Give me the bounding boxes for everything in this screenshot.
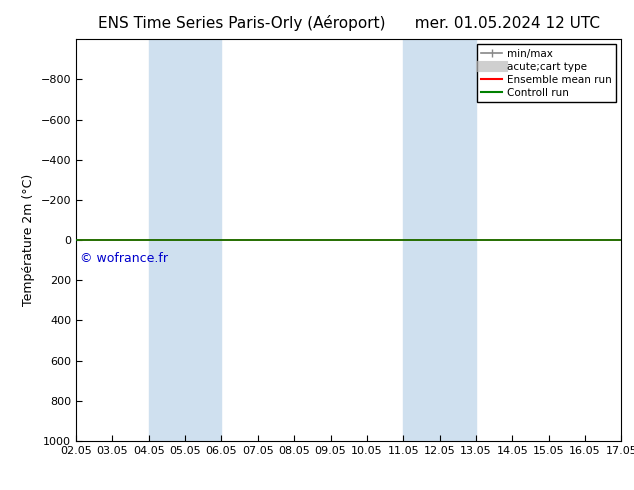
Text: © wofrance.fr: © wofrance.fr: [80, 252, 168, 265]
Bar: [403, 39, 476, 441]
Y-axis label: Température 2m (°C): Température 2m (°C): [22, 174, 35, 306]
Legend: min/max, acute;cart type, Ensemble mean run, Controll run: min/max, acute;cart type, Ensemble mean …: [477, 45, 616, 102]
Bar: [149, 39, 221, 441]
Title: ENS Time Series Paris-Orly (Aéroport)      mer. 01.05.2024 12 UTC: ENS Time Series Paris-Orly (Aéroport) me…: [98, 15, 600, 31]
